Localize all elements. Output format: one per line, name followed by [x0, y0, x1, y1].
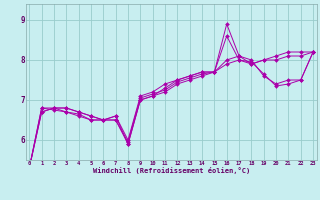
- X-axis label: Windchill (Refroidissement éolien,°C): Windchill (Refroidissement éolien,°C): [92, 167, 250, 174]
